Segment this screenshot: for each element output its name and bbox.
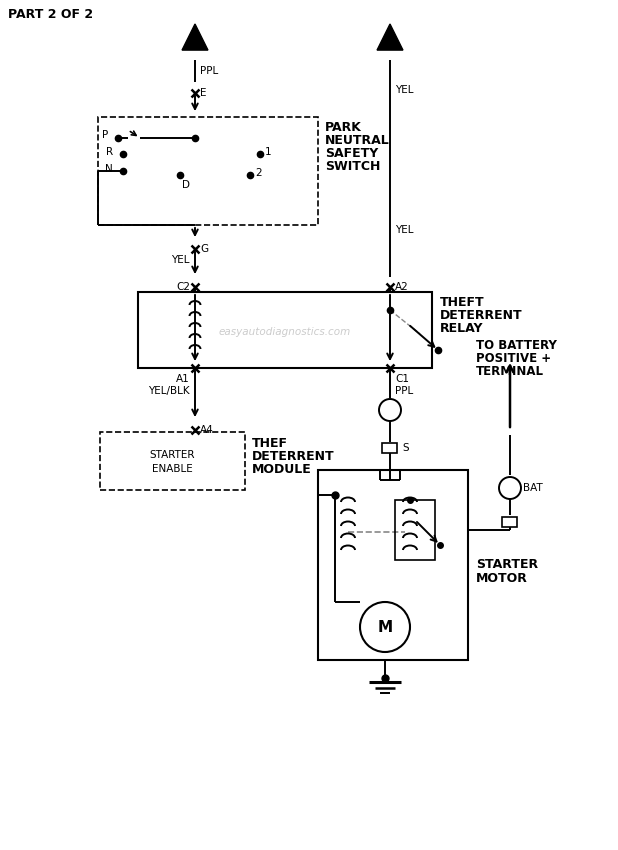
Text: C1: C1	[395, 374, 409, 384]
Text: A4: A4	[200, 425, 214, 435]
Text: BAT: BAT	[523, 483, 543, 493]
Text: DETERRENT: DETERRENT	[440, 309, 523, 321]
Text: YEL/BLK: YEL/BLK	[148, 386, 190, 396]
Text: YEL: YEL	[172, 255, 190, 265]
Text: MODULE: MODULE	[252, 462, 311, 475]
Text: TO BATTERY: TO BATTERY	[476, 338, 557, 352]
Text: G: G	[200, 244, 208, 254]
Text: SWITCH: SWITCH	[325, 160, 380, 173]
Text: M: M	[378, 620, 392, 634]
Text: easyautodiagnostics.com: easyautodiagnostics.com	[219, 327, 351, 337]
Bar	[395, 500, 435, 560]
Text: STARTER: STARTER	[150, 450, 195, 460]
Text: N: N	[105, 164, 113, 174]
Text: B: B	[384, 34, 396, 48]
Text: D: D	[182, 180, 190, 190]
Text: E: E	[200, 88, 206, 98]
Text: THEFT: THEFT	[440, 296, 485, 309]
Polygon shape	[377, 24, 403, 50]
Text: PART 2 OF 2: PART 2 OF 2	[8, 8, 93, 21]
Text: S: S	[402, 443, 408, 453]
Bar	[138, 292, 432, 368]
Text: PARK: PARK	[325, 121, 362, 133]
Text: TERMINAL: TERMINAL	[476, 365, 544, 377]
Text: NEUTRAL: NEUTRAL	[325, 133, 390, 146]
Text: PPL: PPL	[395, 386, 413, 396]
Text: MOTOR: MOTOR	[476, 571, 528, 585]
Text: STARTER: STARTER	[476, 558, 538, 571]
Text: PPL: PPL	[200, 66, 218, 76]
Bar	[502, 517, 517, 527]
Bar	[383, 443, 397, 453]
Text: R: R	[106, 147, 113, 157]
Bar	[98, 117, 318, 225]
Text: C2: C2	[176, 282, 190, 292]
Text: YEL: YEL	[395, 85, 413, 95]
Polygon shape	[182, 24, 208, 50]
Text: RELAY: RELAY	[440, 321, 483, 335]
Text: THEF: THEF	[252, 437, 288, 450]
Text: ENABLE: ENABLE	[152, 464, 193, 474]
Text: A1: A1	[176, 374, 190, 384]
Bar	[318, 470, 468, 660]
Text: SAFETY: SAFETY	[325, 146, 378, 160]
Text: 1: 1	[265, 147, 272, 157]
Text: A: A	[189, 34, 201, 48]
Text: DETERRENT: DETERRENT	[252, 450, 334, 462]
Text: P: P	[102, 130, 108, 140]
Bar	[100, 432, 245, 490]
Text: YEL: YEL	[395, 225, 413, 235]
Text: POSITIVE +: POSITIVE +	[476, 352, 551, 365]
Text: A2: A2	[395, 282, 408, 292]
Text: 2: 2	[255, 168, 261, 178]
